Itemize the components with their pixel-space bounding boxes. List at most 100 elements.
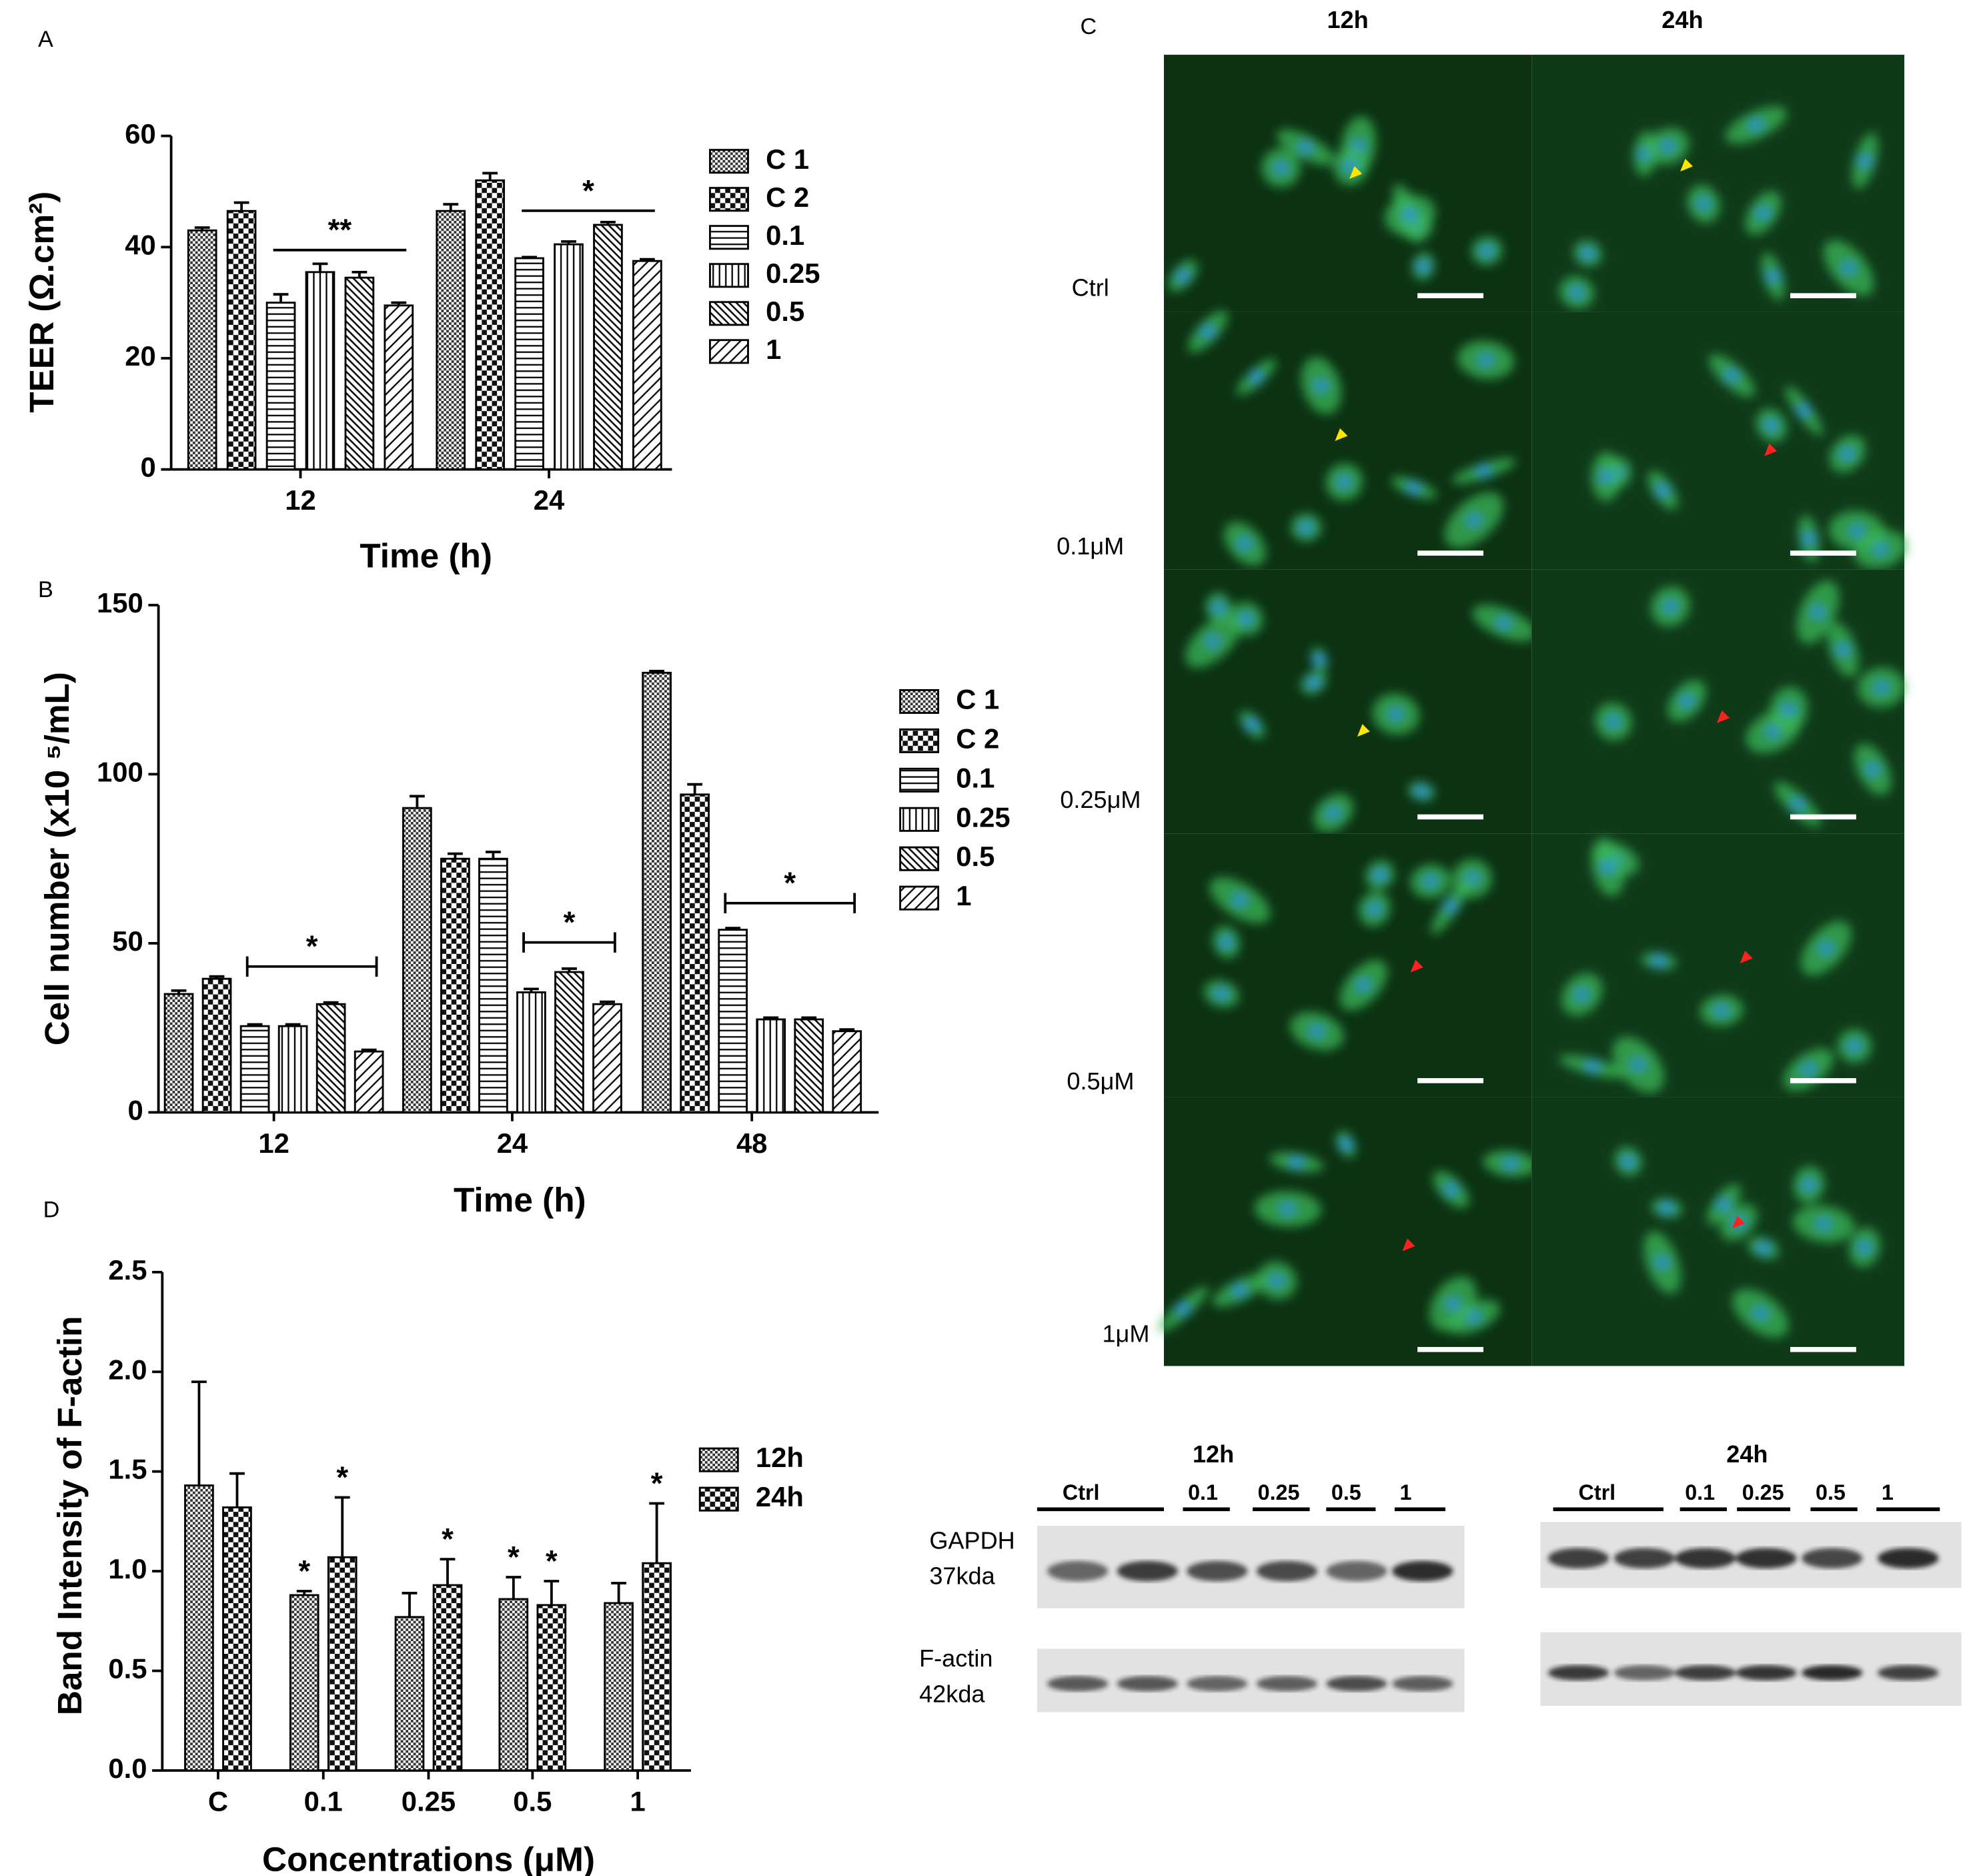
nucleus [1849, 524, 1865, 538]
x-tick-label: 0.5 [513, 1785, 552, 1817]
legend-swatch [709, 187, 749, 212]
scale-bar [1790, 550, 1856, 556]
bar [163, 993, 194, 1113]
nucleus [1336, 476, 1352, 489]
y-tick-label: 0.0 [108, 1753, 147, 1784]
nucleus [1655, 484, 1671, 497]
band [1736, 1665, 1797, 1681]
bar [536, 1604, 567, 1772]
nucleus [1211, 601, 1227, 614]
nucleus [1574, 988, 1590, 1001]
bar [475, 179, 506, 471]
micrograph [1163, 310, 1532, 570]
legend-label: 0.1 [766, 219, 804, 251]
y-tick-label: 2.0 [108, 1354, 147, 1385]
nucleus [1309, 1025, 1325, 1038]
bar [794, 1018, 824, 1113]
bar [478, 857, 508, 1113]
legend-swatch [709, 149, 749, 174]
y-axis-title: TEER (Ω.cm²) [23, 191, 61, 413]
band [1256, 1676, 1317, 1692]
lane-label: 1 [1882, 1480, 1894, 1504]
scale-bar [1417, 1078, 1483, 1083]
error-bar [600, 220, 616, 225]
nucleus [1585, 1060, 1600, 1073]
error-bar [391, 301, 407, 306]
band [1047, 1676, 1109, 1692]
nucleus [1659, 1202, 1675, 1215]
lane-label: Ctrl [1063, 1480, 1100, 1504]
error-bar [801, 1016, 817, 1019]
bar [642, 671, 672, 1113]
nucleus [1756, 206, 1771, 219]
nucleus [1298, 521, 1314, 534]
y-tick-label: 40 [125, 229, 156, 260]
scale-bar [1790, 293, 1856, 299]
nucleus [1219, 935, 1235, 949]
blot-membrane [1037, 1649, 1465, 1713]
band [1392, 1560, 1453, 1582]
error-bar [486, 851, 501, 859]
x-axis-title: Concentrations (μM) [262, 1840, 595, 1876]
nucleus [1311, 653, 1327, 666]
bar [756, 1018, 786, 1113]
x-tick-label: 48 [736, 1127, 768, 1159]
bar [184, 1484, 214, 1772]
legend-swatch [899, 688, 940, 715]
cells [1168, 116, 1503, 292]
nucleus [1388, 707, 1404, 721]
scale-bar [1417, 814, 1483, 820]
nucleus [1249, 370, 1264, 384]
arrow [1402, 1231, 1423, 1252]
y-tick-label: 1.0 [108, 1553, 147, 1584]
panel-label: C [1081, 14, 1097, 39]
y-tick-label: 50 [112, 925, 143, 957]
error-bar [649, 1502, 665, 1564]
nucleus [1269, 1274, 1285, 1287]
band [1878, 1665, 1939, 1681]
significance: * [784, 866, 796, 900]
nucleus [1289, 1155, 1305, 1169]
error-bar [409, 795, 425, 809]
legend-swatch [709, 263, 749, 288]
column-header: 24h [1662, 6, 1703, 33]
legend-swatch [709, 301, 749, 326]
bar [593, 223, 623, 471]
error-bar [273, 293, 289, 303]
nucleus [1790, 798, 1806, 811]
nucleus [1313, 379, 1329, 392]
scale-bar [1790, 1347, 1856, 1352]
nucleus [1810, 606, 1826, 619]
nucleus [1818, 941, 1834, 955]
bar [440, 857, 470, 1113]
y-axis-title: Cell number (x10 ⁵/mL) [38, 672, 76, 1045]
nucleus [1280, 1202, 1296, 1216]
band [1326, 1560, 1387, 1582]
error-bar [443, 203, 459, 211]
legend-swatch [709, 225, 749, 250]
legend-swatch [709, 339, 749, 364]
arrow [1716, 702, 1738, 723]
micrograph [1159, 1097, 1538, 1366]
nucleus [1756, 1242, 1772, 1255]
significance: * [306, 929, 318, 963]
error-bar [440, 1558, 456, 1586]
micrograph [1531, 1097, 1905, 1366]
significance: * [336, 1460, 348, 1494]
nucleus [1865, 763, 1881, 776]
band [1047, 1560, 1109, 1582]
error-bar [611, 1582, 627, 1603]
nucleus [1232, 893, 1248, 907]
error-bar [687, 783, 703, 795]
scale-bar [1790, 814, 1856, 820]
y-tick-label: 0.5 [108, 1653, 147, 1685]
error-bar [524, 987, 539, 993]
nucleus [1764, 419, 1780, 432]
scale-bar [1417, 1347, 1483, 1352]
nucleus [1600, 861, 1616, 874]
bar [354, 1050, 384, 1113]
nucleus [1298, 141, 1313, 154]
error-bar [839, 1028, 855, 1031]
